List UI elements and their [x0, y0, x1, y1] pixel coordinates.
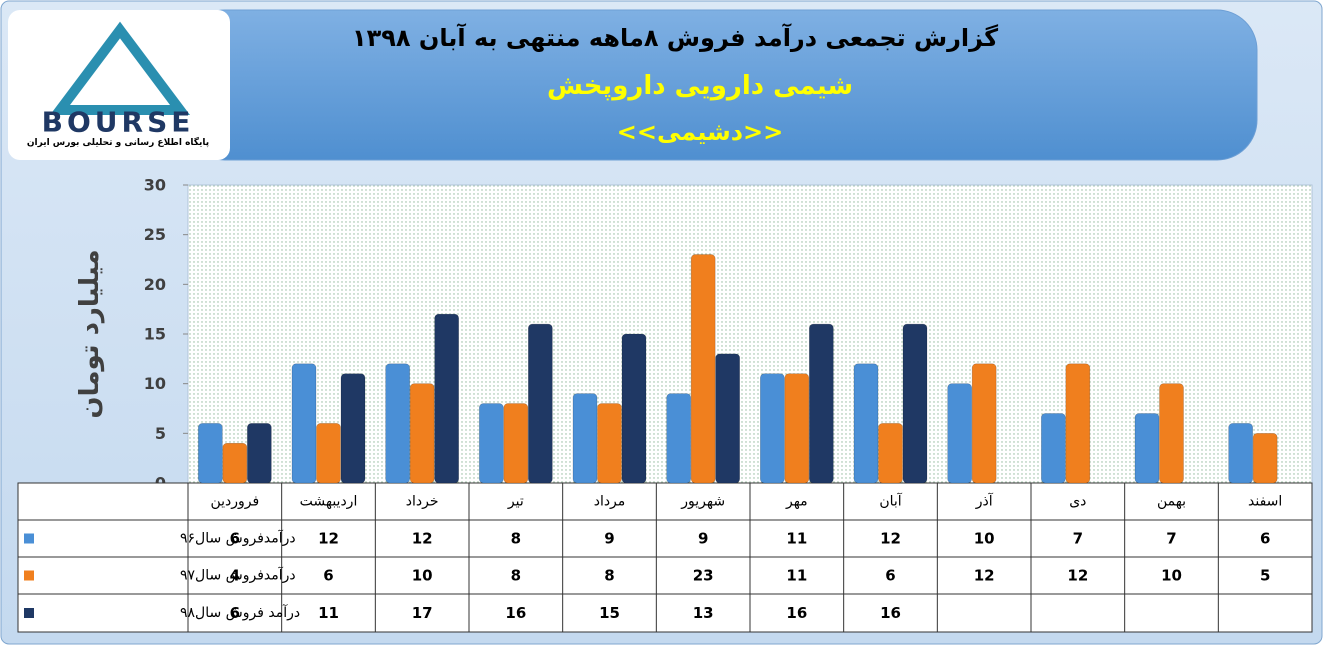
- bar: [247, 423, 272, 484]
- table-cell: 12: [318, 530, 339, 548]
- bar: [878, 423, 903, 484]
- bar: [597, 403, 622, 484]
- bar: [385, 363, 410, 484]
- bar: [971, 363, 997, 484]
- table-cell: 4: [230, 567, 240, 585]
- bar: [528, 323, 553, 484]
- bar: [853, 363, 879, 484]
- bar: [479, 403, 504, 484]
- x-tick-label: آذر: [975, 493, 994, 510]
- logo-brand: BOURSE: [42, 106, 195, 139]
- table-cell: 8: [604, 567, 614, 585]
- x-tick-label: خرداد: [406, 494, 439, 510]
- bar: [503, 403, 529, 484]
- bar: [340, 373, 366, 484]
- bar: [1228, 423, 1253, 484]
- x-tick-label: فروردین: [210, 494, 259, 510]
- legend-swatch: [24, 533, 34, 544]
- bar: [902, 323, 928, 484]
- table-cell: 6: [230, 604, 240, 622]
- x-tick-label: مرداد: [594, 494, 626, 510]
- legend-label: درآمدفروش سال۹۶: [180, 530, 296, 547]
- table-cell: 11: [786, 567, 807, 585]
- y-tick-label: 15: [144, 325, 166, 344]
- table-cell: 11: [786, 530, 807, 548]
- table-cell: 11: [318, 604, 339, 622]
- bar: [809, 323, 834, 484]
- bar: [434, 313, 459, 484]
- table-cell: 16: [880, 604, 901, 622]
- chart-symbol: <<دشیمی>>: [617, 118, 784, 146]
- bar: [291, 363, 317, 484]
- table-cell: 12: [412, 530, 433, 548]
- x-tick-label: اسفند: [1248, 494, 1282, 510]
- plot-area: [187, 184, 1313, 484]
- table-cell: 15: [599, 604, 620, 622]
- table-cell: 9: [604, 530, 614, 548]
- table-cell: 12: [1067, 567, 1088, 585]
- bar: [316, 423, 341, 484]
- x-tick-label: تیر: [507, 494, 524, 510]
- table-cell: 9: [698, 530, 708, 548]
- table-cell: 7: [1166, 530, 1176, 548]
- logo-box: [8, 10, 230, 160]
- bar: [1159, 383, 1184, 484]
- bar: [1252, 433, 1278, 484]
- table-cell: 12: [974, 567, 995, 585]
- table-cell: 6: [323, 567, 333, 585]
- bar: [621, 333, 647, 484]
- table-cell: 16: [786, 604, 807, 622]
- bar: [947, 383, 972, 484]
- bar: [760, 373, 785, 484]
- bar: [1134, 413, 1160, 484]
- x-tick-label: مهر: [785, 494, 808, 510]
- bar: [572, 393, 598, 484]
- legend-swatch: [24, 608, 34, 618]
- x-tick-label: آبان: [879, 493, 902, 510]
- table-cell: 23: [693, 567, 714, 585]
- logo-mark: [50, 21, 190, 115]
- chart-subtitle: شیمی دارویی داروپخش: [547, 71, 853, 101]
- table-cell: 8: [511, 530, 521, 548]
- bar: [715, 353, 740, 484]
- y-tick-label: 5: [155, 424, 166, 443]
- table-cell: 17: [412, 604, 433, 622]
- table-cell: 6: [1260, 530, 1270, 548]
- x-tick-label: شهریور: [680, 494, 725, 510]
- logo-tagline: پایگاه اطلاع رسانی و تحلیلی بورس ایران: [27, 136, 209, 148]
- table-cell: 13: [693, 604, 714, 622]
- y-axis-label: میلیارد تومان: [75, 249, 105, 418]
- bar: [690, 254, 716, 484]
- bar: [1041, 413, 1066, 484]
- chart-title: گزارش تجمعی درآمد فروش ۸ماهه منتهی به آب…: [352, 23, 998, 52]
- y-tick-label: 30: [144, 176, 166, 195]
- bar: [222, 442, 248, 484]
- y-tick-label: 10: [144, 374, 166, 393]
- legend-swatch: [24, 570, 34, 581]
- x-tick-label: دی: [1069, 494, 1086, 510]
- bar: [409, 383, 435, 484]
- legend-label: درآمد فروش سال۹۸: [180, 604, 300, 621]
- table-cell: 5: [1260, 567, 1270, 585]
- bar: [666, 393, 691, 484]
- table-cell: 10: [412, 567, 433, 585]
- bar: [784, 373, 810, 484]
- x-tick-label: اردیبهشت: [300, 494, 358, 510]
- y-tick-label: 25: [144, 225, 166, 244]
- table-cell: 10: [1161, 567, 1182, 585]
- bar: [1065, 363, 1091, 484]
- table-cell: 6: [885, 567, 895, 585]
- table-cell: 7: [1073, 530, 1083, 548]
- table-cell: 16: [505, 604, 526, 622]
- chart-layer: 051015202530فروردین646اردیبهشت12611خرداد…: [17, 176, 1313, 633]
- table-cell: 12: [880, 530, 901, 548]
- table-cell: 6: [230, 530, 240, 548]
- table-cell: 8: [511, 567, 521, 585]
- table-cell: 10: [974, 530, 995, 548]
- x-tick-label: بهمن: [1157, 494, 1186, 510]
- y-tick-label: 20: [144, 275, 166, 294]
- legend-label: درآمدفروش سال۹۷: [180, 567, 296, 584]
- bar: [198, 423, 223, 484]
